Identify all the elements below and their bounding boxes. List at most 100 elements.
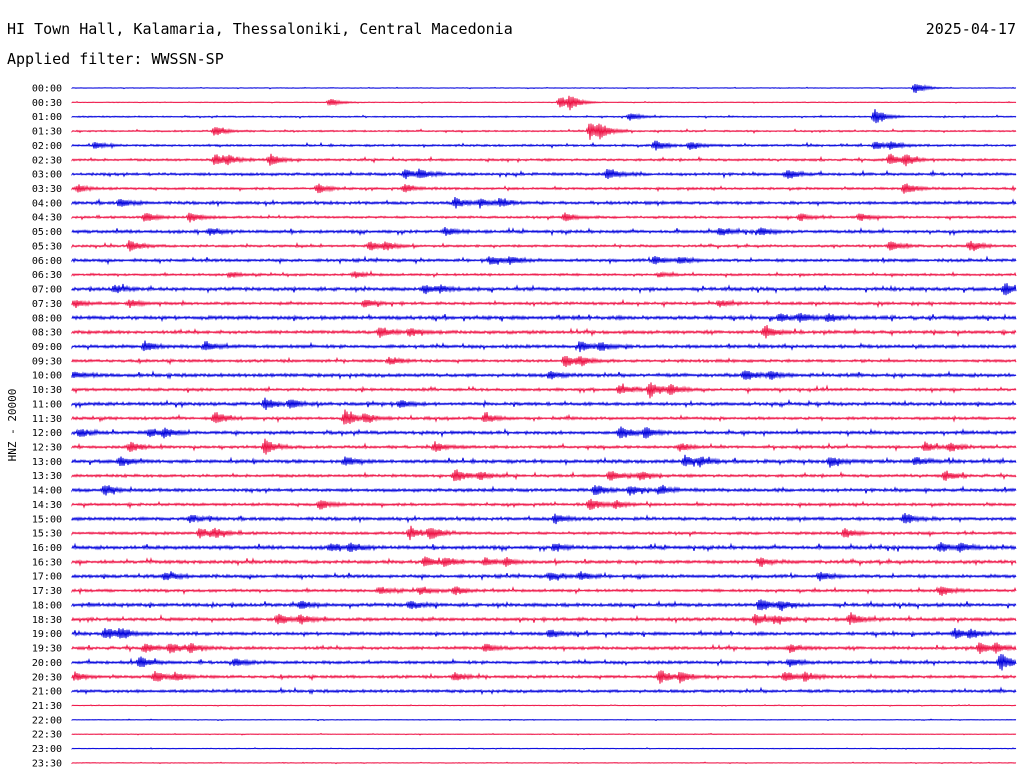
trace-line — [71, 542, 1017, 553]
trace-line — [71, 140, 1017, 151]
trace-line — [71, 355, 1017, 368]
row-time-label: 18:30 — [32, 615, 62, 626]
row-time-label: 14:00 — [32, 486, 62, 497]
row-time-label: 06:30 — [32, 270, 62, 281]
row-time-label: 19:30 — [32, 644, 62, 655]
row-time-label: 22:30 — [32, 730, 62, 741]
trace-line — [71, 168, 1017, 180]
row-time-label: 23:00 — [32, 744, 62, 755]
trace-line — [71, 370, 1017, 380]
trace-line — [71, 469, 1017, 482]
trace-line — [71, 123, 1017, 140]
row-time-label: 12:30 — [32, 443, 62, 454]
trace-group — [71, 83, 1017, 765]
row-time-label: 17:00 — [32, 572, 62, 583]
row-time-label: 20:00 — [32, 658, 62, 669]
trace-line — [71, 212, 1017, 223]
row-time-label: 16:30 — [32, 557, 62, 568]
trace-line — [71, 197, 1017, 209]
row-time-label: 02:30 — [32, 155, 62, 166]
trace-line — [71, 556, 1017, 568]
trace-line — [71, 718, 1017, 722]
trace-line — [71, 484, 1017, 496]
trace-line — [71, 642, 1017, 654]
trace-line — [71, 498, 1017, 510]
row-time-label: 13:00 — [32, 457, 62, 468]
row-time-label: 11:30 — [32, 414, 62, 425]
row-time-label: 23:30 — [32, 758, 62, 769]
trace-line — [71, 325, 1017, 339]
row-time-label: 01:30 — [32, 127, 62, 138]
trace-line — [71, 704, 1017, 707]
row-time-label: 08:00 — [32, 313, 62, 324]
row-time-label: 18:00 — [32, 600, 62, 611]
row-time-label: 11:00 — [32, 399, 62, 410]
row-time-label: 06:00 — [32, 256, 62, 267]
row-time-label: 02:00 — [32, 141, 62, 152]
trace-line — [71, 454, 1017, 468]
row-time-label: 01:00 — [32, 112, 62, 123]
trace-line — [71, 409, 1017, 425]
row-time-label: 05:00 — [32, 227, 62, 238]
trace-line — [71, 109, 1017, 124]
row-time-label: 08:30 — [32, 328, 62, 339]
trace-line — [71, 240, 1017, 252]
trace-line — [71, 438, 1017, 455]
trace-line — [71, 226, 1017, 237]
row-time-label: 09:00 — [32, 342, 62, 353]
row-time-label: 00:30 — [32, 98, 62, 109]
row-time-label: 10:00 — [32, 371, 62, 382]
row-time-label: 07:30 — [32, 299, 62, 310]
trace-line — [71, 95, 1017, 111]
trace-line — [71, 670, 1017, 684]
trace-line — [71, 83, 1017, 93]
channel-label: HNZ - 20000 — [6, 389, 19, 462]
filter-label: Applied filter: WWSSN-SP — [7, 50, 224, 68]
trace-line — [71, 525, 1017, 541]
trace-line — [71, 571, 1017, 582]
trace-line — [71, 653, 1017, 671]
trace-line — [71, 270, 1017, 279]
row-time-label: 20:30 — [32, 672, 62, 683]
trace-line — [71, 586, 1017, 596]
row-time-label: 12:00 — [32, 428, 62, 439]
trace-line — [71, 628, 1017, 639]
row-time-label: 17:30 — [32, 586, 62, 597]
trace-line — [71, 761, 1017, 765]
row-time-label: 21:00 — [32, 687, 62, 698]
date-label: 2025-04-17 — [925, 20, 1016, 38]
trace-line — [71, 298, 1017, 309]
row-time-label: 07:00 — [32, 285, 62, 296]
trace-line — [71, 255, 1017, 266]
trace-line — [71, 397, 1017, 410]
trace-line — [71, 512, 1017, 525]
row-time-label: 03:30 — [32, 184, 62, 195]
trace-line — [71, 340, 1017, 353]
row-time-label: 04:00 — [32, 198, 62, 209]
row-time-label: 19:00 — [32, 629, 62, 640]
row-time-label: 16:00 — [32, 543, 62, 554]
row-time-label: 03:00 — [32, 170, 62, 181]
trace-line — [71, 747, 1017, 750]
trace-line — [71, 612, 1017, 626]
row-time-label: 15:00 — [32, 514, 62, 525]
row-time-label: 09:30 — [32, 356, 62, 367]
row-time-label: 21:30 — [32, 701, 62, 712]
row-time-label: 15:30 — [32, 529, 62, 540]
trace-line — [71, 732, 1017, 736]
trace-line — [71, 283, 1017, 296]
trace-line — [71, 686, 1017, 696]
row-time-label: 22:00 — [32, 715, 62, 726]
row-time-label: 10:30 — [32, 385, 62, 396]
row-time-label: 13:30 — [32, 471, 62, 482]
station-title: HI Town Hall, Kalamaria, Thessaloniki, C… — [7, 20, 513, 38]
trace-line — [71, 382, 1017, 399]
row-time-label: 04:30 — [32, 213, 62, 224]
row-time-label: 05:30 — [32, 241, 62, 252]
row-time-label: 00:00 — [32, 84, 62, 95]
trace-line — [71, 312, 1017, 323]
time-labels: 00:00 00:30 01:00 01:30 02:00 02:30 03:00 03:30… — [32, 84, 62, 770]
trace-line — [71, 426, 1017, 439]
trace-line — [71, 153, 1017, 167]
